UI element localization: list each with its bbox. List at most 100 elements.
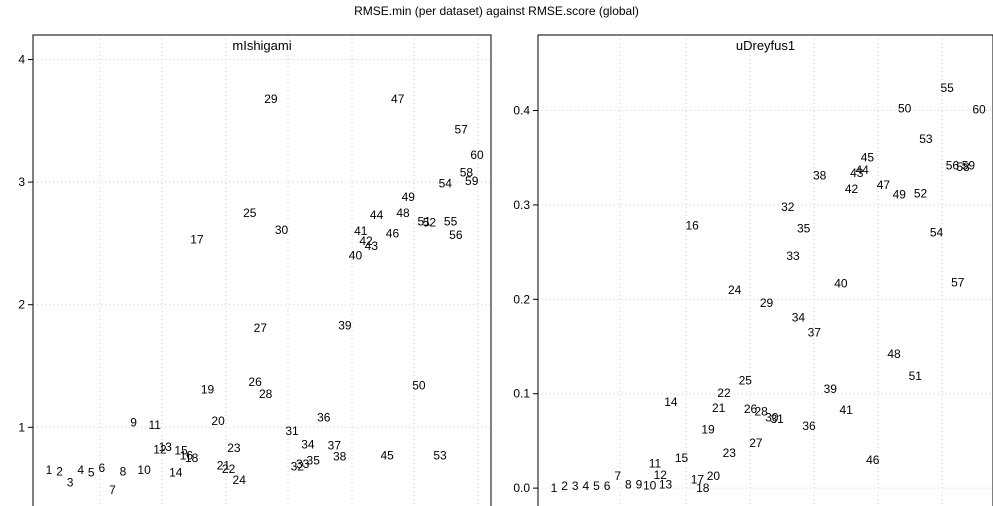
point-label: 20 [707,469,721,483]
point-label: 37 [808,325,822,339]
point-label: 17 [190,233,204,247]
point-label: 40 [349,249,363,263]
point-label: 45 [861,151,875,165]
point-label: 27 [749,436,763,450]
point-label: 30 [275,223,289,237]
point-label: 42 [359,234,373,248]
point-label: 24 [728,283,742,297]
point-label: 3 [67,475,74,489]
point-label: 56 [946,158,960,172]
y-tick-label: 0.3 [513,198,530,212]
point-label: 19 [701,423,715,437]
point-label: 31 [285,424,299,438]
y-tick-label: 4 [18,53,25,67]
point-label: 54 [930,225,944,239]
point-label: 41 [354,224,368,238]
point-label: 43 [850,166,864,180]
point-label: 35 [797,222,811,236]
y-tick-label: 0.0 [513,481,530,495]
point-label: 14 [664,395,678,409]
point-label: 5 [88,466,95,480]
point-label: 22 [717,386,731,400]
point-label: 36 [802,419,816,433]
point-label: 58 [956,160,970,174]
point-label: 30 [765,410,779,424]
point-label: 34 [301,437,315,451]
point-label: 51 [909,369,923,383]
point-label: 39 [338,319,352,333]
y-tick-label: 3 [18,175,25,189]
point-label: 41 [840,403,854,417]
point-label: 21 [712,401,726,415]
point-label: 6 [604,479,611,493]
point-label: 43 [365,239,379,253]
point-label: 50 [412,379,426,393]
point-label: 59 [465,174,479,188]
point-label: 13 [159,440,173,454]
point-label: 8 [120,464,127,478]
y-tick-label: 0.1 [513,387,530,401]
point-label: 25 [739,374,753,388]
panel-frame [537,34,993,506]
point-label: 55 [940,81,954,95]
point-label: 52 [914,187,928,201]
point-label: 40 [834,276,848,290]
y-tick-label: 0.2 [513,292,530,306]
point-label: 57 [454,122,468,136]
point-label: 1 [551,481,558,495]
point-label: 17 [691,473,705,487]
point-label: 8 [625,477,632,491]
point-label: 23 [227,441,241,455]
y-tick-label: 0.4 [513,104,530,118]
point-label: 58 [460,165,474,179]
point-label: 10 [137,463,151,477]
point-label: 18 [696,481,710,495]
point-label: 57 [951,275,965,289]
point-label: 44 [855,163,869,177]
point-label: 7 [109,483,116,497]
panel-title: mIshigami [232,38,291,53]
point-label: 38 [333,450,347,464]
point-label: 32 [781,200,795,214]
point-label: 50 [898,102,912,116]
point-label: 53 [919,132,933,146]
point-label: 26 [744,402,758,416]
point-label: 27 [254,321,268,335]
point-label: 11 [148,418,161,432]
point-label: 2 [561,479,568,493]
point-label: 18 [185,451,199,465]
point-label: 7 [614,469,621,483]
point-label: 24 [233,473,247,487]
point-label: 1 [46,463,53,477]
point-label: 5 [593,479,600,493]
point-label: 9 [130,415,137,429]
point-label: 16 [685,219,699,233]
point-label: 16 [180,449,194,463]
point-label: 15 [675,451,689,465]
point-label: 56 [449,228,463,242]
point-label: 39 [824,382,838,396]
point-label: 23 [723,446,737,460]
point-label: 47 [877,178,891,192]
point-label: 45 [380,449,394,463]
point-label: 59 [962,158,976,172]
point-label: 60 [972,103,986,117]
point-label: 10 [643,478,657,492]
figure-title: RMSE.min (per dataset) against RMSE.scor… [354,4,639,18]
point-label: 46 [866,453,880,467]
point-label: 31 [770,412,784,426]
point-label: 32 [291,460,305,474]
point-label: 29 [760,296,774,310]
point-label: 49 [402,190,416,204]
point-label: 28 [259,387,273,401]
point-label: 48 [396,206,410,220]
point-label: 29 [264,92,278,106]
point-label: 60 [470,148,484,162]
point-label: 2 [56,464,63,478]
point-label: 53 [433,449,447,463]
panel-title: uDreyfus1 [736,38,795,53]
point-label: 42 [845,182,859,196]
point-label: 15 [174,444,188,458]
